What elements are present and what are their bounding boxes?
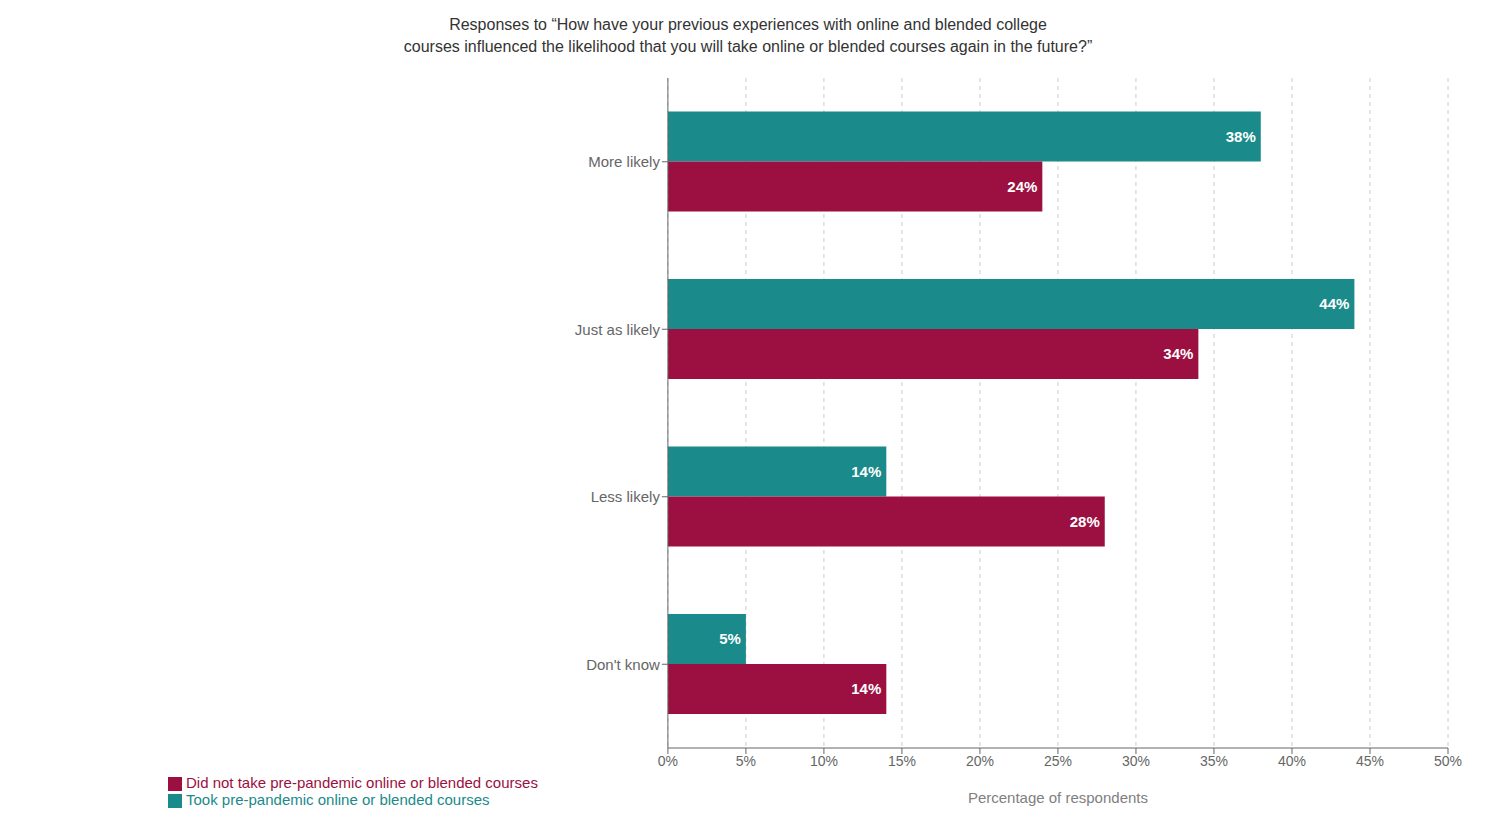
svg-text:50%: 50%	[1434, 753, 1462, 769]
svg-text:40%: 40%	[1278, 753, 1306, 769]
svg-text:Just as likely: Just as likely	[575, 321, 661, 338]
svg-text:Don't know: Don't know	[586, 656, 660, 673]
html-text:Responses to “How have your pr: Responses to “How have your previous exp…	[449, 16, 1047, 33]
svg-text:5%: 5%	[719, 630, 741, 647]
svg-text:Less likely: Less likely	[591, 488, 661, 505]
svg-text:38%: 38%	[1226, 128, 1256, 145]
svg-text:10%: 10%	[810, 753, 838, 769]
html-text:Did not take pre-pandemic onli: Did not take pre-pandemic online or blen…	[186, 773, 538, 791]
svg-text:28%: 28%	[1070, 513, 1100, 530]
svg-text:20%: 20%	[966, 753, 994, 769]
html-text:courses influenced the likelih: courses influenced the likelihood that y…	[403, 38, 1093, 55]
svg-text:5%: 5%	[736, 753, 756, 769]
html-text:Took pre-pandemic online or bl: Took pre-pandemic online or blended cour…	[186, 791, 490, 808]
svg-text:30%: 30%	[1122, 753, 1150, 769]
svg-text:0%: 0%	[658, 753, 678, 769]
svg-text:44%: 44%	[1319, 295, 1349, 312]
svg-text:14%: 14%	[851, 680, 881, 697]
svg-text:14%: 14%	[851, 463, 881, 480]
svg-text:15%: 15%	[888, 753, 916, 769]
svg-text:45%: 45%	[1356, 753, 1384, 769]
svg-text:25%: 25%	[1044, 753, 1072, 769]
svg-text:24%: 24%	[1007, 178, 1037, 195]
svg-text:Percentage of respondents: Percentage of respondents	[968, 789, 1148, 806]
svg-text:More likely: More likely	[588, 153, 660, 170]
svg-text:34%: 34%	[1163, 345, 1193, 362]
svg-text:35%: 35%	[1200, 753, 1228, 769]
